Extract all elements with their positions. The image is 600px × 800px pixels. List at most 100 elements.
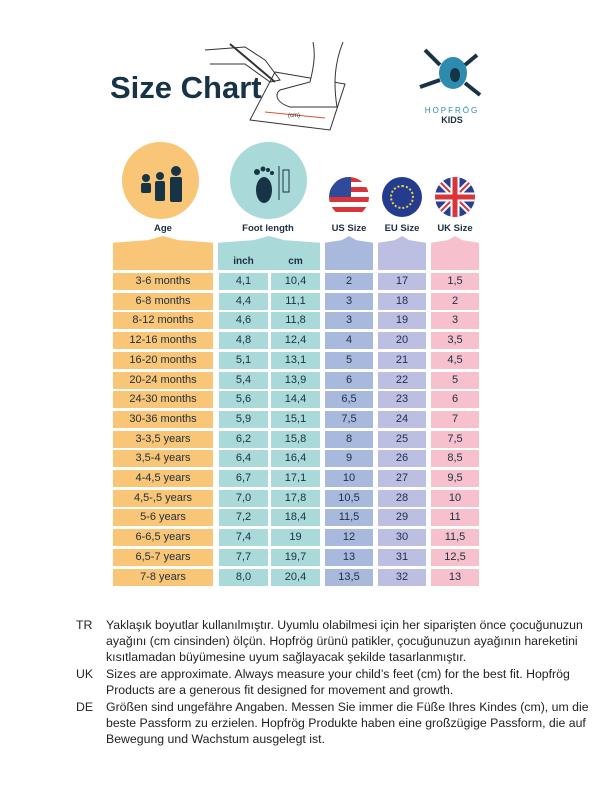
cm-cell: 17,8 [271, 489, 320, 507]
us-cell: 9 [325, 450, 373, 468]
uk-cell: 4,5 [431, 351, 479, 369]
uk-cell: 12,5 [431, 548, 479, 566]
cm-label: (cm) [288, 113, 300, 119]
foot-ruler-icon [230, 142, 307, 219]
eu-cell: 20 [378, 332, 426, 350]
age-cell: 7-8 years [113, 568, 213, 586]
inch-cell: 4,4 [219, 292, 268, 310]
age-cell: 12-16 months [113, 332, 213, 350]
us-cell: 3 [325, 312, 373, 330]
age-header: Age [154, 223, 172, 234]
uk-cell: 3,5 [431, 332, 479, 350]
age-cell: 4-4,5 years [113, 470, 213, 487]
cm-cell: 19 [271, 529, 320, 547]
age-cell: 6,5-7 years [113, 548, 213, 566]
age-cell: 30-36 months [113, 410, 213, 428]
cm-cell: 18,4 [271, 509, 320, 527]
eu-cell: 29 [378, 509, 426, 527]
notes: TR Yaklaşık boyutlar kullanılmıştır. Uyum… [76, 617, 596, 748]
inch-cell: 5,9 [219, 410, 268, 428]
uk-cell: 2 [431, 292, 479, 310]
uk-flag-icon [435, 177, 475, 217]
eu-size-header: EU Size [384, 223, 420, 234]
cm-cell: 11,1 [271, 292, 320, 310]
age-cell: 16-20 months [113, 351, 213, 369]
cm-cell: 19,7 [271, 548, 320, 566]
us-cell: 5 [325, 351, 373, 369]
uk-cell: 11 [431, 509, 479, 527]
cm-cell: 14,4 [271, 391, 320, 409]
eu-cell: 24 [378, 410, 426, 428]
age-cell: 5-6 years [113, 509, 213, 527]
eu-cell: 27 [378, 470, 426, 487]
eu-cell: 28 [378, 489, 426, 507]
cm-cell: 11,8 [271, 312, 320, 330]
eu-cell: 25 [378, 430, 426, 448]
us-cell: 10,5 [325, 489, 373, 507]
age-cell: 6-8 months [113, 292, 213, 310]
us-cell: 13,5 [325, 568, 373, 586]
measuring-foot-illustration: (cm) [205, 42, 346, 131]
age-cell: 4,5-,5 years [113, 489, 213, 507]
uk-cell: 5 [431, 371, 479, 389]
us-size-header: US Size [331, 223, 367, 234]
eu-cell: 31 [378, 548, 426, 566]
eu-column-cap [378, 236, 426, 270]
inch-cell: 8,0 [219, 568, 268, 586]
uk-cell: 9,5 [431, 470, 479, 487]
inch-cell: 7,4 [219, 529, 268, 547]
logo-brand: HOPFRÖG [424, 106, 480, 115]
us-cell: 12 [325, 529, 373, 547]
cm-cell: 15,8 [271, 430, 320, 448]
children-icon [122, 142, 199, 219]
cm-cell: 17,1 [271, 470, 320, 487]
eu-cell: 30 [378, 529, 426, 547]
inch-cell: 5,6 [219, 391, 268, 409]
age-cell: 24-30 months [113, 391, 213, 409]
foot-length-header: Foot length [242, 223, 294, 234]
us-cell: 8 [325, 430, 373, 448]
cm-cell: 12,4 [271, 332, 320, 350]
us-cell: 10 [325, 470, 373, 487]
eu-cell: 26 [378, 450, 426, 468]
age-cell: 3-3,5 years [113, 430, 213, 448]
us-cell: 6 [325, 371, 373, 389]
uk-cell: 13 [431, 568, 479, 586]
eu-cell: 18 [378, 292, 426, 310]
inch-cell: 6,7 [219, 470, 268, 487]
cm-cell: 10,4 [271, 273, 320, 290]
uk-cell: 10 [431, 489, 479, 507]
language-code: TR [76, 618, 93, 632]
inch-cell: 4,1 [219, 273, 268, 290]
eu-cell: 17 [378, 273, 426, 290]
cm-cell: 20,4 [271, 568, 320, 586]
page-title: Size Chart [110, 70, 262, 105]
inch-cell: 6,4 [219, 450, 268, 468]
foot-column-cap [218, 236, 320, 270]
us-cell: 7,5 [325, 410, 373, 428]
eu-cell: 22 [378, 371, 426, 389]
us-cell: 3 [325, 292, 373, 310]
language-code: DE [76, 700, 94, 714]
eu-cell: 23 [378, 391, 426, 409]
cm-cell: 16,4 [271, 450, 320, 468]
inch-cell: 4,8 [219, 332, 268, 350]
uk-cell: 7 [431, 410, 479, 428]
age-cell: 3-6 months [113, 273, 213, 290]
inch-cell: 6,2 [219, 430, 268, 448]
age-cell: 3,5-4 years [113, 450, 213, 468]
cm-cell: 13,9 [271, 371, 320, 389]
inch-cell: 7,7 [219, 548, 268, 566]
frog-logo-icon [419, 48, 482, 97]
note-uk: UK Sizes are approximate. Always measure … [76, 666, 596, 698]
note-de: DE Größen sind ungefähre Angaben. Messen … [76, 699, 596, 747]
eu-cell: 32 [378, 568, 426, 586]
inch-cell: 7,0 [219, 489, 268, 507]
us-cell: 6,5 [325, 391, 373, 409]
uk-cell: 1,5 [431, 273, 479, 290]
inch-subheader: inch [233, 256, 254, 267]
eu-cell: 19 [378, 312, 426, 330]
age-cell: 6-6,5 years [113, 529, 213, 547]
us-cell: 13 [325, 548, 373, 566]
note-text: Yaklaşık boyutlar kullanılmıştır. Uyumlu… [106, 618, 583, 664]
